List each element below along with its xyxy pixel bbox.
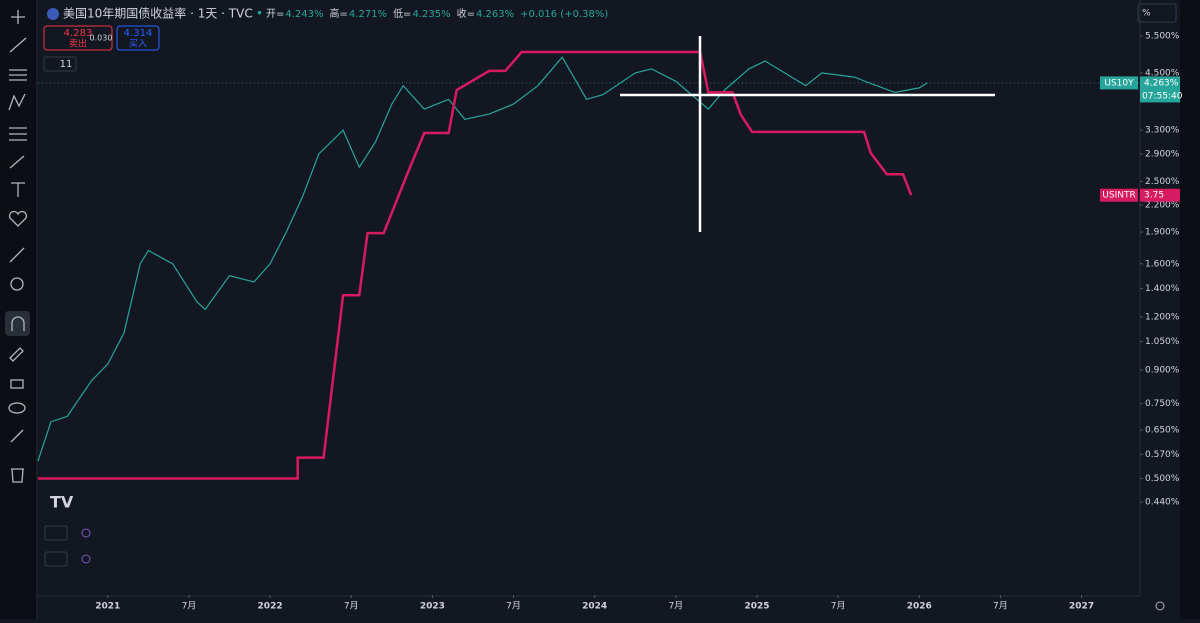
last-value-tag: [1140, 188, 1180, 202]
stat-label: 低=: [393, 7, 411, 20]
magnet-tool[interactable]: [11, 316, 25, 331]
x-tick-label: 2026: [907, 602, 932, 612]
stats: 开= 4.243% 高= 4.271% 低= 4.235% 收= 4.263% +0.016 (…: [266, 7, 608, 20]
fib-tool[interactable]: [9, 69, 27, 81]
spread: 0.030: [90, 34, 113, 43]
scale-mode-button[interactable]: [1137, 3, 1177, 23]
chart-pane: [38, 0, 1180, 619]
magnet-active[interactable]: [5, 311, 30, 336]
y-tick-label: 2.500%: [1145, 177, 1180, 187]
flag-icon: [47, 8, 59, 20]
y-tick-label: 1.400%: [1145, 284, 1180, 294]
stat-value: 4.235%: [412, 9, 450, 20]
y-tick-label: 4.500%: [1145, 68, 1180, 78]
x-tick-label: 2022: [258, 602, 283, 612]
stat-value: 4.243%: [285, 9, 323, 20]
visibility-tool[interactable]: [8, 402, 26, 414]
y-tick-label: 0.650%: [1145, 426, 1180, 436]
status-dot: •: [256, 7, 263, 21]
x-tick-label: 7月: [831, 601, 846, 612]
tv-logo: TV: [50, 493, 74, 512]
scale-mode: %: [1142, 9, 1151, 19]
y-tick-label: 5.500%: [1145, 31, 1180, 41]
x-tick-label: 2027: [1069, 602, 1094, 612]
y-tick-label: 3.300%: [1145, 126, 1180, 136]
left-toolbar: [5, 10, 30, 483]
series-name-tag: [1100, 76, 1138, 90]
x-tick-label: 7月: [506, 601, 521, 612]
last-value: 4.263%: [1144, 78, 1179, 88]
crosshair-tool[interactable]: [11, 10, 25, 24]
lock-draw-tool[interactable]: [9, 347, 24, 362]
countdown: 07:55:40: [1142, 91, 1183, 101]
right-sidebar: [1180, 0, 1200, 619]
x-tick-label: 7月: [993, 601, 1008, 612]
loading-icon: [81, 528, 91, 538]
lock-tool[interactable]: [10, 379, 24, 389]
series-name: US10Y: [1104, 78, 1134, 88]
series-name-tag: [1100, 188, 1138, 202]
x-tick-label: 2023: [420, 602, 445, 612]
pane-toggle[interactable]: [44, 551, 68, 567]
stat-label: 收=: [457, 7, 475, 20]
sell-button[interactable]: [43, 25, 113, 51]
brush-tool[interactable]: [9, 155, 25, 169]
ruler-tool[interactable]: [9, 247, 25, 263]
y-tick-label: 2.900%: [1145, 150, 1180, 160]
settings-icon[interactable]: [1155, 601, 1165, 611]
plot: 5.500% 4.500% 3.300% 2.900% 2.500% 2.200% 1.90…: [37, 31, 1183, 612]
y-tick-label: 0.570%: [1145, 450, 1180, 460]
pattern-tool[interactable]: [8, 93, 26, 111]
delete-tool[interactable]: [11, 468, 24, 483]
last-value: 3.75: [1144, 191, 1164, 201]
stat-label: 开=: [266, 9, 284, 20]
symbol-title[interactable]: 美国10年期国债收益率 · 1天 · TVC: [63, 6, 253, 21]
link-tool[interactable]: [10, 429, 24, 443]
loading-icon: [81, 554, 91, 564]
indicator-count: 11: [60, 59, 73, 70]
x-tick-label: 7月: [668, 601, 683, 612]
x-tick-label: 2021: [95, 602, 120, 612]
y-tick-label: 1.600%: [1145, 259, 1180, 269]
y-tick-label: 1.200%: [1145, 312, 1180, 322]
x-tick-label: 7月: [344, 601, 359, 612]
y-tick-label: 0.500%: [1145, 474, 1180, 484]
x-tick-label: 7月: [182, 601, 197, 612]
y-tick-label: 0.440%: [1145, 498, 1180, 508]
zoom-tool[interactable]: [10, 277, 24, 291]
buy-button[interactable]: [116, 25, 160, 51]
buy-label: 买入: [129, 39, 147, 50]
stat-label: 高=: [330, 7, 348, 20]
last-value-tag: [1140, 76, 1180, 103]
indicators-toggle[interactable]: [43, 56, 77, 72]
stat-value: 4.271%: [349, 9, 387, 20]
text-tool[interactable]: [11, 182, 25, 197]
y-tick-label: 1.050%: [1145, 337, 1180, 347]
series-name: USINTR: [1102, 191, 1135, 201]
forecast-tool[interactable]: [9, 127, 27, 141]
buy-price: 4.314: [124, 28, 153, 39]
series-line: [38, 50, 913, 480]
y-tick-label: 1.900%: [1145, 228, 1180, 238]
pane-toggle[interactable]: [44, 525, 68, 541]
trend-line-tool[interactable]: [9, 37, 27, 53]
change: +0.016 (+0.38%): [520, 9, 608, 20]
series-line: [37, 56, 928, 462]
sell-price: 4.283: [64, 28, 93, 39]
stat-value: 4.263%: [476, 9, 514, 20]
y-tick-label: 0.750%: [1145, 399, 1180, 409]
x-tick-label: 2025: [744, 602, 769, 612]
y-tick-label: 2.200%: [1145, 201, 1180, 211]
favorites-tool[interactable]: [8, 210, 28, 227]
x-tick-label: 2024: [582, 602, 607, 612]
y-tick-label: 0.900%: [1145, 366, 1180, 376]
sell-label: 卖出: [69, 38, 87, 50]
